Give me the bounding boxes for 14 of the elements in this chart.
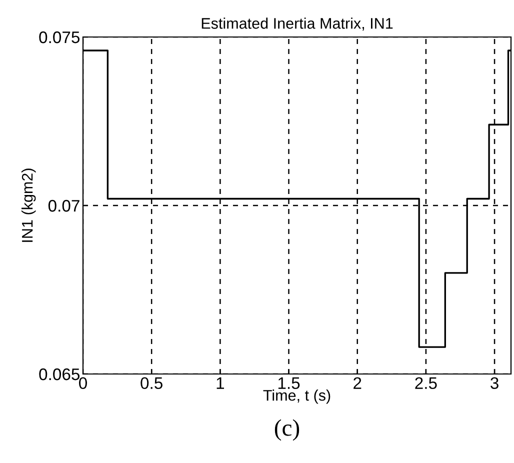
x-tick-label: 0.5 <box>140 377 162 390</box>
y-axis-title: IN1 (kgm2) <box>22 168 36 242</box>
x-tick-label: 2.5 <box>415 377 437 390</box>
x-tick-label: 1 <box>216 377 224 389</box>
x-axis-title: Time, t (s) <box>263 390 330 404</box>
x-tick-label: 0 <box>79 377 87 390</box>
x-tick-label: 1.5 <box>278 377 300 390</box>
text: (c) <box>274 419 300 441</box>
y-tick-label: 0.065 <box>39 368 80 380</box>
y-tick-label: 0.07 <box>48 200 80 212</box>
x-tick-label: 3 <box>490 377 498 390</box>
y-tick-label: 0.075 <box>39 31 80 44</box>
x-tick-label: 2 <box>354 377 362 389</box>
chart-title: Estimated Inertia Matrix, IN1 <box>202 18 393 31</box>
